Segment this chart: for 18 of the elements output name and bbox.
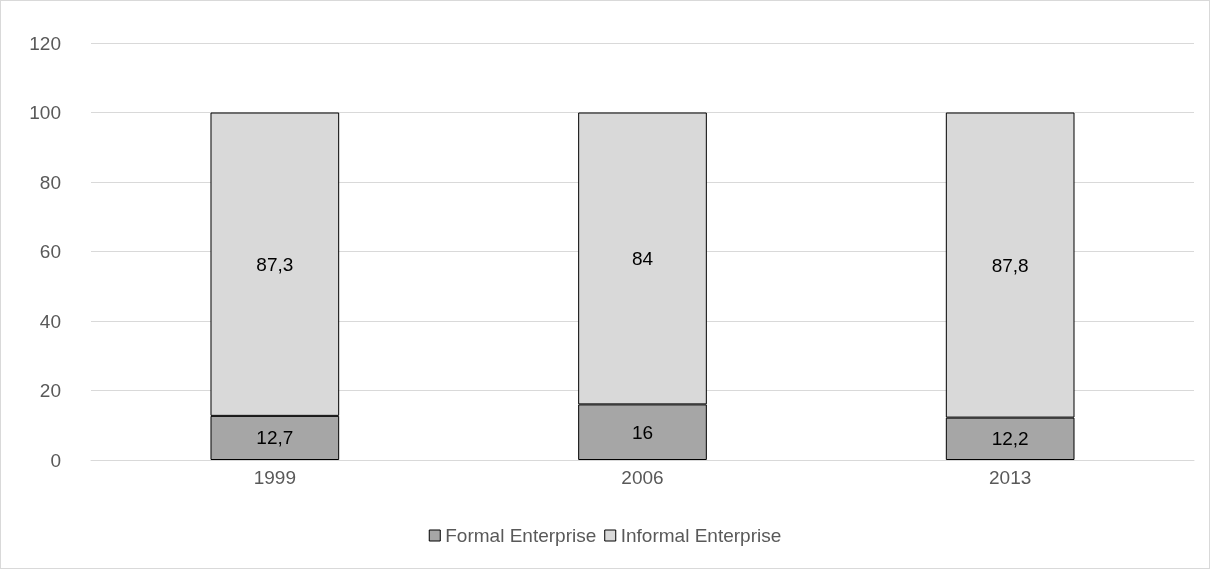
y-tick-label: 100: [29, 102, 61, 123]
y-tick-label: 80: [39, 171, 61, 193]
y-tick-label: 60: [39, 241, 61, 262]
data-label: 87,3: [256, 253, 294, 275]
x-tick-label: 1999: [253, 467, 296, 488]
legend-label: Informal Enterprise: [620, 525, 782, 546]
data-label: 12,2: [991, 428, 1029, 450]
y-tick-label: 0: [50, 449, 61, 471]
y-tick-label: 20: [39, 380, 61, 401]
legend-label: Formal Enterprise: [445, 525, 597, 546]
y-tick-label: 40: [39, 310, 61, 332]
x-tick-label: 2006: [621, 467, 664, 488]
data-label: 12,7: [256, 427, 294, 449]
data-label: 84: [631, 247, 654, 269]
data-label: 16: [631, 421, 654, 443]
data-label: 87,8: [991, 254, 1029, 276]
y-tick-label: 120: [29, 32, 61, 54]
x-tick-label: 2013: [989, 467, 1032, 488]
